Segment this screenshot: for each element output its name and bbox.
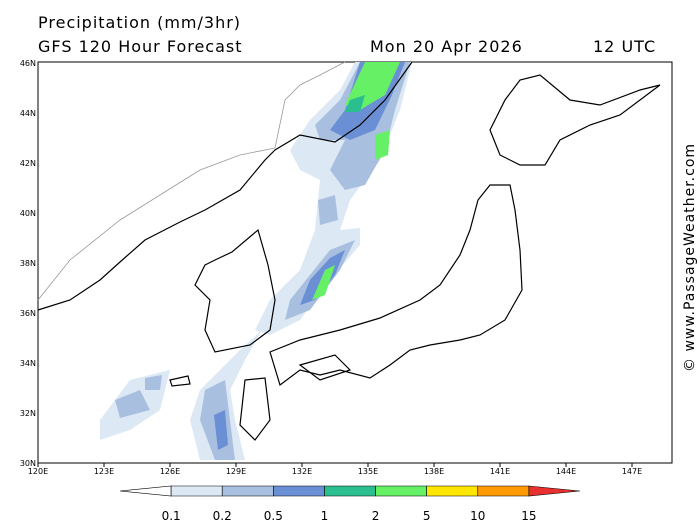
subtitle: GFS 120 Hour Forecast <box>38 37 243 56</box>
watermark: © www.PassageWeather.com <box>682 143 698 372</box>
colorbar-label: 0.5 <box>264 509 283 523</box>
lon-label: 138E <box>424 467 444 476</box>
colorbar-segment <box>221 485 274 497</box>
time: 12 UTC <box>593 37 656 56</box>
lat-label: 32N <box>20 409 36 418</box>
colorbar-label: 2 <box>372 509 380 523</box>
lon-label: 141E <box>490 467 510 476</box>
lat-label: 42N <box>20 159 36 168</box>
date: Mon 20 Apr 2026 <box>370 37 523 56</box>
map <box>37 61 673 464</box>
lat-label: 30N <box>20 459 36 468</box>
lon-label: 126E <box>160 467 180 476</box>
lon-label: 132E <box>292 467 312 476</box>
colorbar-label: 0.2 <box>213 509 232 523</box>
colorbar-label: 0.1 <box>162 509 181 523</box>
lon-label: 147E <box>622 467 642 476</box>
lat-label: 40N <box>20 209 36 218</box>
lat-label: 46N <box>20 59 36 68</box>
lon-label: 144E <box>556 467 576 476</box>
lon-label: 123E <box>94 467 114 476</box>
lat-label: 38N <box>20 259 36 268</box>
colorbar-label: 15 <box>521 509 536 523</box>
colorbar-label: 1 <box>321 509 329 523</box>
colorbar-segment <box>426 485 479 497</box>
lon-label: 120E <box>28 467 48 476</box>
colorbar-segment <box>273 485 325 497</box>
title: Precipitation (mm/3hr) <box>38 13 241 32</box>
lat-label: 44N <box>20 109 36 118</box>
lon-label: 129E <box>226 467 246 476</box>
colorbar-segment <box>324 485 376 497</box>
precipitation <box>100 62 412 460</box>
colorbar-segment <box>375 485 427 497</box>
lat-label: 34N <box>20 359 36 368</box>
colorbar-segment <box>528 485 581 497</box>
colorbar-segment <box>119 485 172 497</box>
colorbar-segment <box>477 485 530 497</box>
colorbar-label: 5 <box>423 509 431 523</box>
colorbar-label: 10 <box>470 509 485 523</box>
lon-label: 135E <box>358 467 378 476</box>
colorbar-segment <box>170 485 223 497</box>
lat-label: 36N <box>20 309 36 318</box>
